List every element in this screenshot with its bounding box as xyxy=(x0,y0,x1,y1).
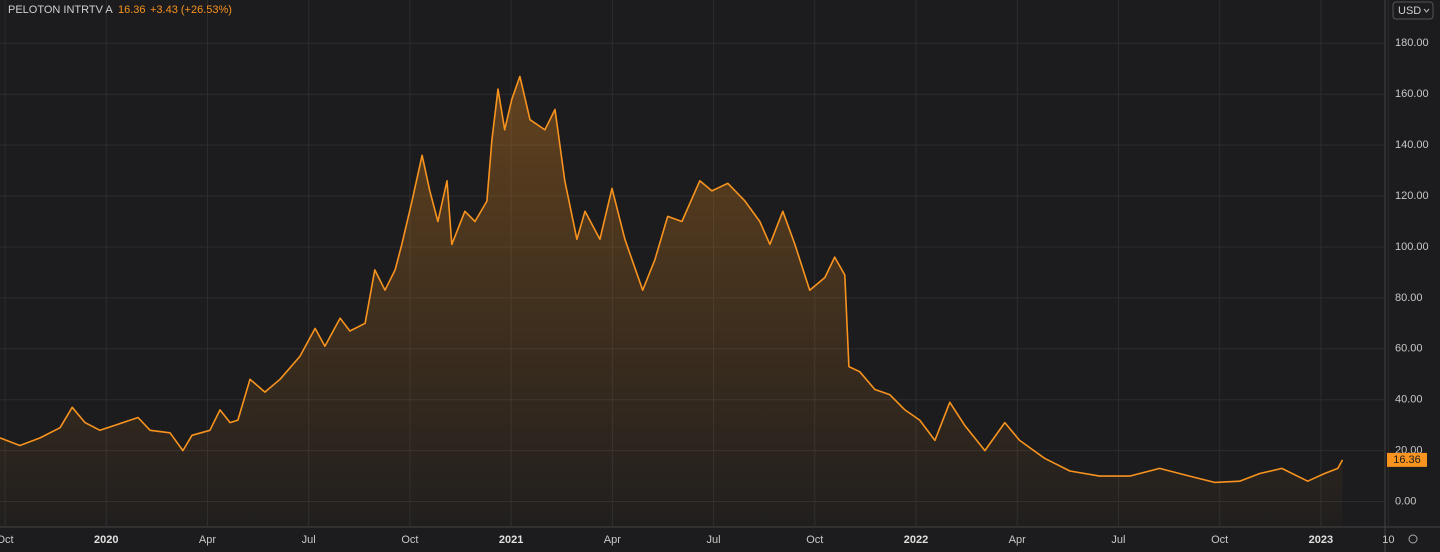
x-tick-label: Oct xyxy=(401,534,418,546)
instrument-name: PELOTON INTRTV A xyxy=(8,4,113,16)
currency-button[interactable] xyxy=(1392,1,1434,20)
y-tick-label: 160.00 xyxy=(1395,88,1429,100)
area-fill xyxy=(0,76,1343,527)
y-tick-label: 60.00 xyxy=(1395,343,1423,355)
last-price-tag xyxy=(1387,452,1427,467)
y-tick-label: 120.00 xyxy=(1395,190,1429,202)
y-tick-label: 180.00 xyxy=(1395,37,1429,49)
x-tick-label: Jul xyxy=(707,534,721,546)
price-line xyxy=(0,75,1344,484)
y-tick-label: 0.00 xyxy=(1395,495,1416,507)
x-tick-label: 2022 xyxy=(904,534,928,546)
x-tick-label: 10 xyxy=(1382,534,1394,546)
plot xyxy=(0,75,1344,527)
y-tick-label: 40.00 xyxy=(1395,394,1423,406)
x-tick-label: Oct xyxy=(806,534,823,546)
y-tick-label: 140.00 xyxy=(1395,139,1429,151)
x-tick-label: Apr xyxy=(1009,534,1026,546)
currency-caret[interactable] xyxy=(1423,8,1430,13)
x-tick-label: Apr xyxy=(199,534,216,546)
x-tick-label: Oct xyxy=(1211,534,1228,546)
x-tick-label: 2020 xyxy=(94,534,118,546)
x-tick-label: Apr xyxy=(604,534,621,546)
x-tick-label: Oct xyxy=(0,534,14,546)
y-tick-label: 80.00 xyxy=(1395,292,1423,304)
last-price-label: 16.36 xyxy=(1393,454,1421,466)
currency-label[interactable]: USD xyxy=(1398,5,1421,17)
x-tick-label: Jul xyxy=(302,534,316,546)
axes: 0.0020.0040.0060.0080.00100.00120.00140.… xyxy=(0,37,1429,546)
settings-icon[interactable] xyxy=(1408,534,1418,544)
price-change: +3.43 (+26.53%) xyxy=(150,4,232,16)
x-tick-label: Jul xyxy=(1111,534,1125,546)
x-tick-label: 2023 xyxy=(1309,534,1333,546)
y-tick-label: 100.00 xyxy=(1395,241,1429,253)
x-tick-label: 2021 xyxy=(499,534,523,546)
price: 16.36 xyxy=(118,4,146,16)
